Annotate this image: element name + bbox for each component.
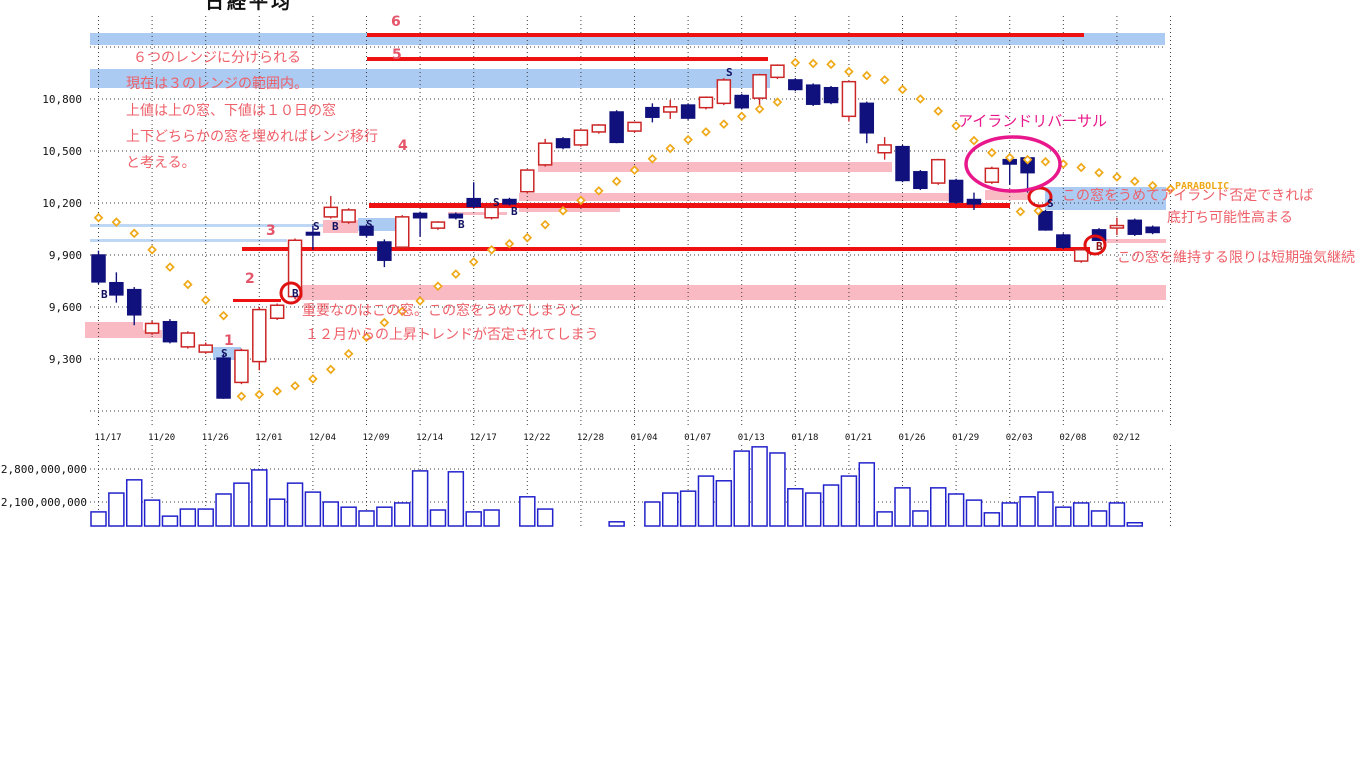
note-ranges-line1: ６つのレンジに分けられる [133, 50, 301, 66]
note-island-reversal: アイランドリバーサル [958, 112, 1107, 130]
note-keep-window: この窓を維持する限りは短期強気継続 [1117, 250, 1355, 266]
svg-text:S: S [313, 220, 320, 233]
note-fill-window: この窓をうめてアイランド否定できれば [1062, 188, 1314, 204]
chart-title: 日経平均 [205, 0, 294, 13]
svg-text:01/07: 01/07 [684, 433, 711, 443]
svg-text:B: B [511, 205, 518, 218]
svg-text:2,800,000,000: 2,800,000,000 [1, 463, 87, 476]
svg-text:12/09: 12/09 [363, 433, 390, 443]
svg-text:12/04: 12/04 [309, 433, 336, 443]
svg-text:B: B [292, 287, 299, 300]
svg-text:01/13: 01/13 [738, 433, 765, 443]
svg-text:12/14: 12/14 [416, 433, 443, 443]
svg-text:02/03: 02/03 [1006, 433, 1033, 443]
svg-text:B: B [458, 218, 465, 231]
range-label-1: 1 [224, 333, 234, 349]
svg-text:2,100,000,000: 2,100,000,000 [1, 496, 87, 509]
note-important-window-2: １２月からの上昇トレンドが否定されてしまう [305, 327, 599, 343]
svg-text:01/29: 01/29 [952, 433, 979, 443]
range-label-4: 4 [398, 138, 408, 154]
svg-text:9,900: 9,900 [49, 249, 82, 262]
svg-text:11/17: 11/17 [95, 433, 122, 443]
svg-text:S: S [366, 218, 373, 231]
svg-text:01/18: 01/18 [791, 433, 818, 443]
svg-text:10,500: 10,500 [42, 145, 82, 158]
svg-text:12/01: 12/01 [255, 433, 282, 443]
svg-text:B: B [1096, 240, 1103, 253]
svg-text:01/04: 01/04 [631, 433, 658, 443]
svg-text:12/22: 12/22 [523, 433, 550, 443]
note-ranges-line4: 上下どちらかの窓を埋めればレンジ移行 [126, 129, 378, 145]
note-important-window-1: 重要なのはこの窓。この窓をうめてしまうと [302, 303, 582, 319]
svg-text:9,600: 9,600 [49, 301, 82, 314]
svg-text:S: S [1047, 197, 1054, 210]
svg-text:12/17: 12/17 [470, 433, 497, 443]
svg-text:S: S [493, 196, 500, 209]
range-label-2: 2 [245, 271, 255, 287]
svg-text:11/26: 11/26 [202, 433, 229, 443]
note-ranges-line5: と考える。 [126, 155, 196, 171]
svg-text:B: B [332, 220, 339, 233]
svg-text:S: S [726, 66, 733, 79]
range-label-6: 6 [391, 14, 401, 30]
note-ranges-line3: 上値は上の窓、下値は１０日の窓 [126, 103, 336, 119]
svg-text:B: B [101, 288, 108, 301]
svg-text:01/21: 01/21 [845, 433, 872, 443]
svg-text:11/20: 11/20 [148, 433, 175, 443]
svg-text:02/08: 02/08 [1059, 433, 1086, 443]
svg-text:10,800: 10,800 [42, 93, 82, 106]
parabolic-label: PARABOLIC [1175, 181, 1230, 192]
svg-text:02/12: 02/12 [1113, 433, 1140, 443]
svg-text:9,300: 9,300 [49, 353, 82, 366]
range-label-5: 5 [392, 47, 402, 63]
svg-text:S: S [221, 347, 228, 360]
note-ranges-line2: 現在は３のレンジの範囲内。 [126, 76, 308, 92]
range-label-3: 3 [266, 223, 276, 239]
note-bottom-out: 底打ち可能性高まる [1167, 210, 1293, 226]
svg-text:10,200: 10,200 [42, 197, 82, 210]
svg-text:01/26: 01/26 [899, 433, 926, 443]
svg-text:12/28: 12/28 [577, 433, 604, 443]
